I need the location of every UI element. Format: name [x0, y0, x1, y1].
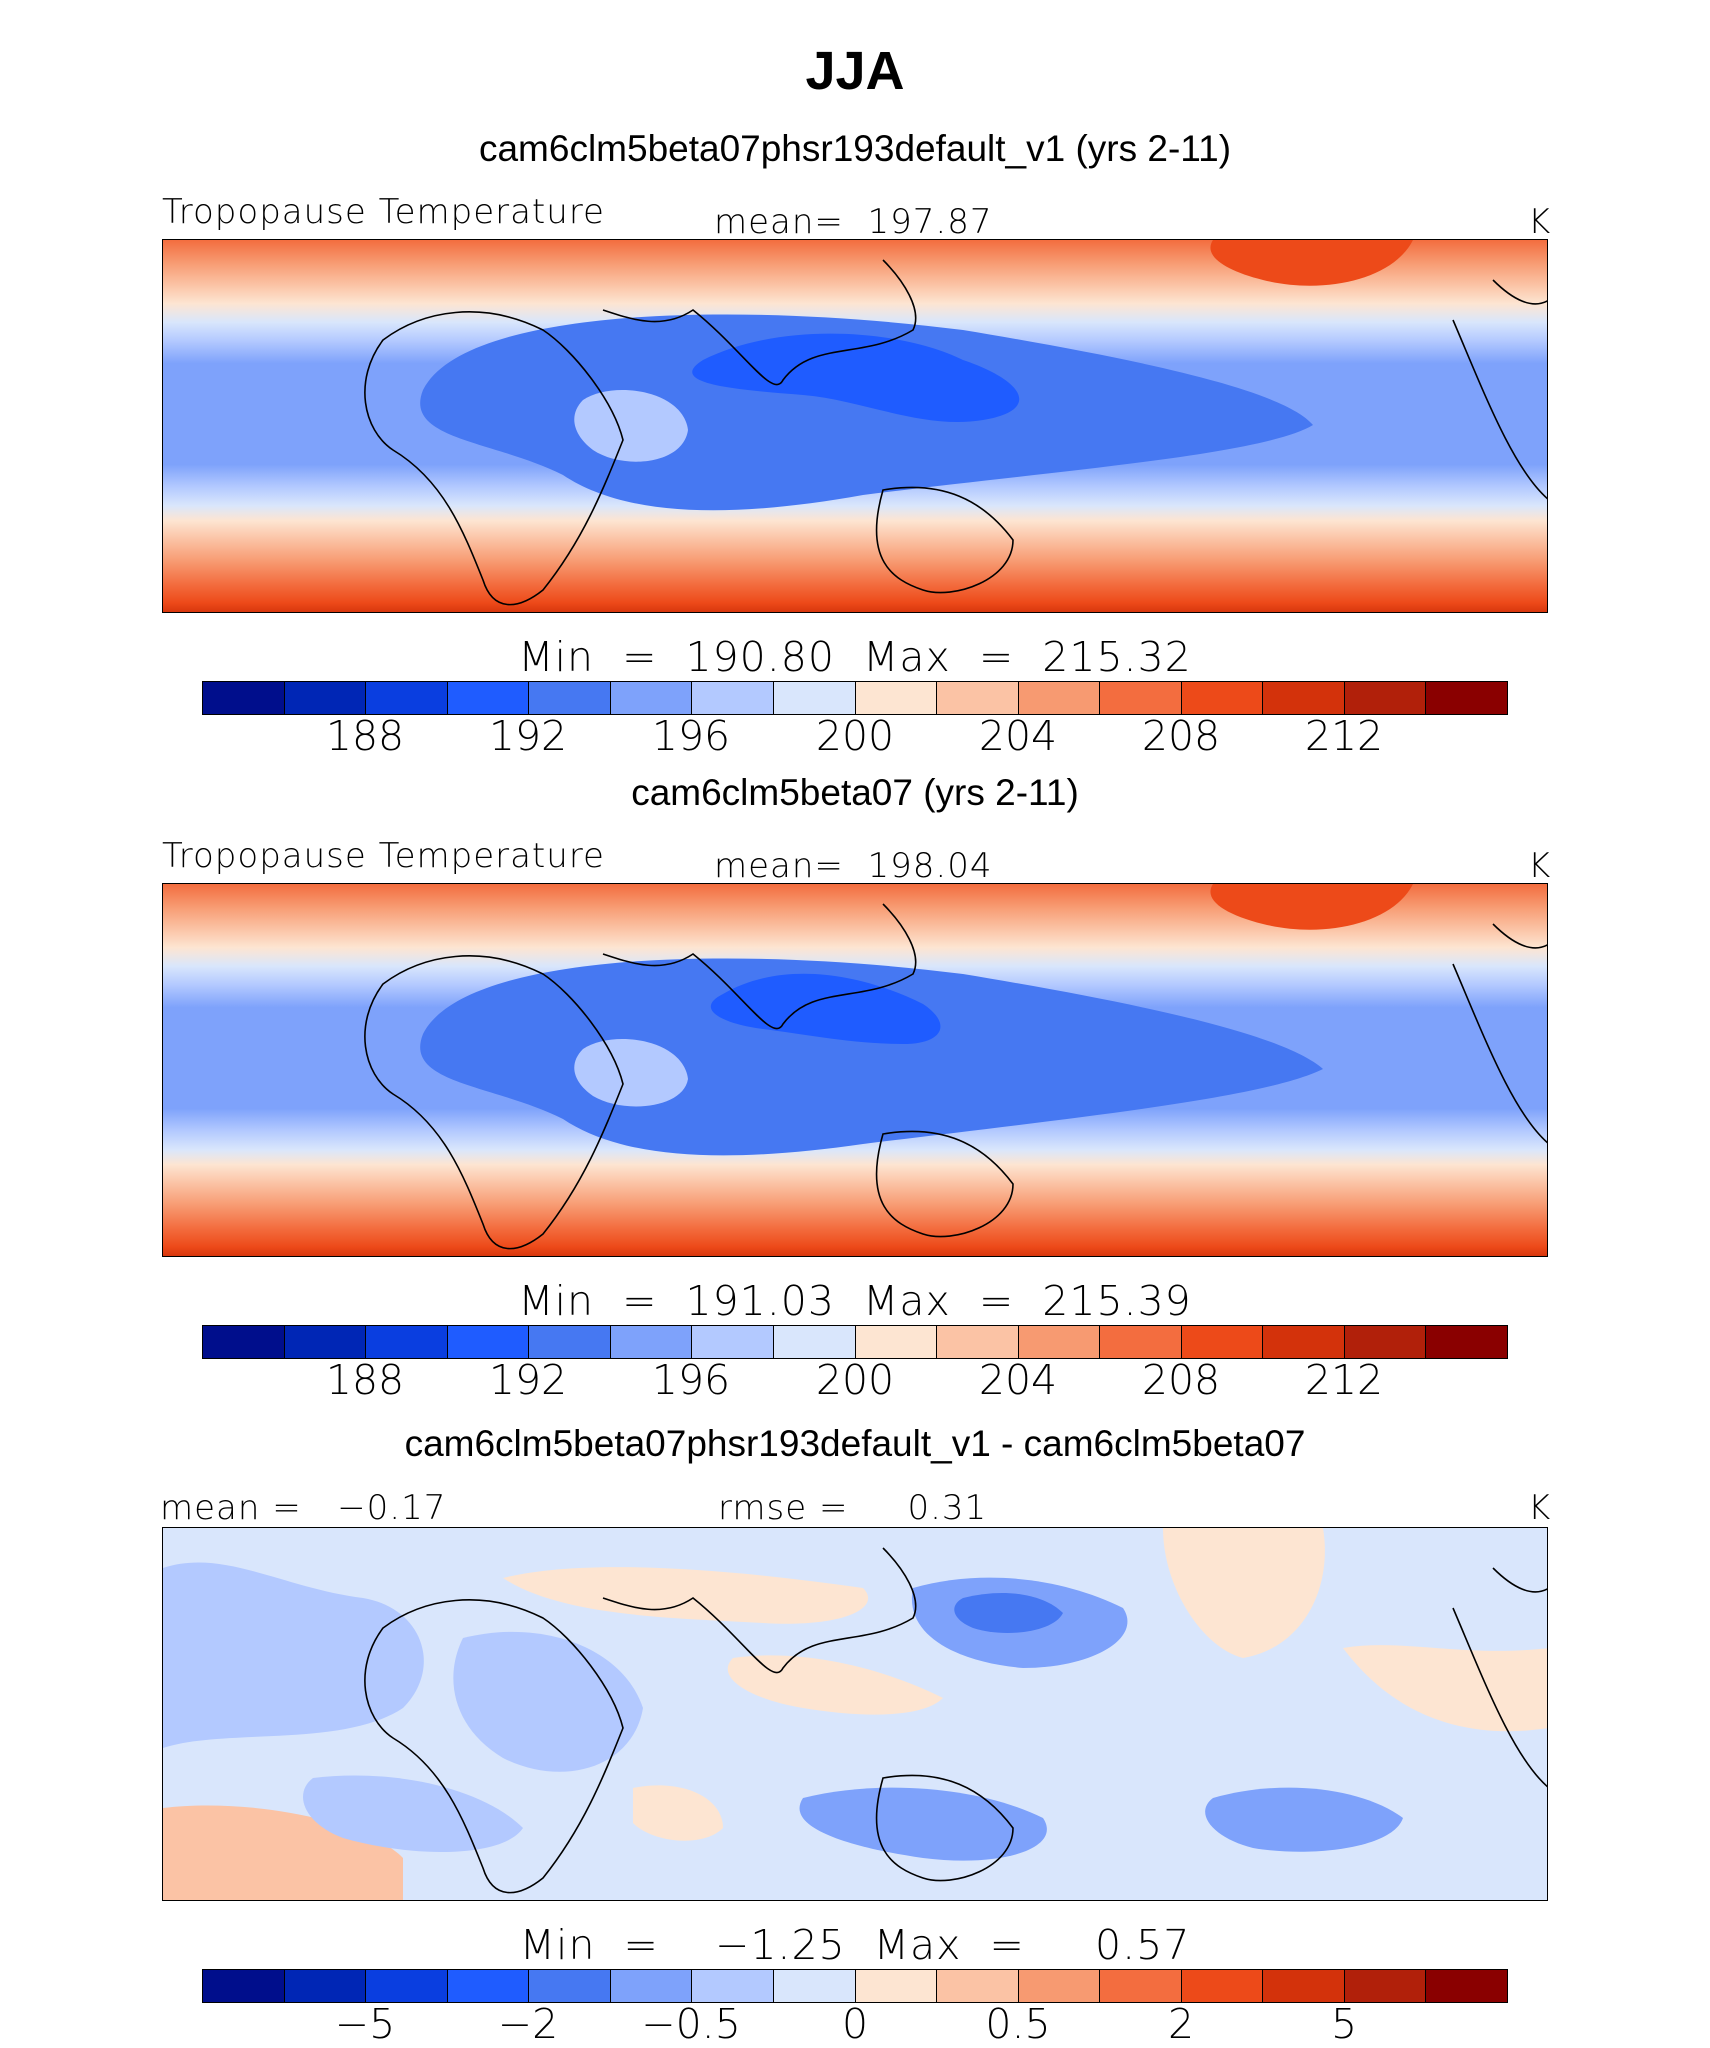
panel-2-units-label: K: [1528, 846, 1552, 886]
colorbar-swatch: [937, 682, 1019, 714]
colorbar-swatch: [1263, 682, 1345, 714]
panel-1-map: [162, 239, 1548, 613]
colorbar-swatch: [1018, 682, 1101, 714]
colorbar-swatch: [1344, 682, 1427, 714]
colorbar-swatch: [610, 682, 693, 714]
colorbar-swatch: [366, 1326, 448, 1358]
colorbar-swatch: [1426, 1326, 1507, 1358]
panel-2-minmax: Min = 191.03 Max = 215.39: [518, 1277, 1192, 1325]
colorbar-swatch: [447, 682, 530, 714]
colorbar-swatch: [692, 682, 774, 714]
colorbar-swatch: [529, 1326, 611, 1358]
panel-1-mean-label: mean= 197.87: [714, 202, 993, 242]
colorbar-swatch: [692, 1970, 774, 2002]
panel-3-colorbar-tick: −5: [334, 2000, 396, 2048]
panel-3-colorbar-tick: 0.5: [985, 2000, 1051, 2048]
colorbar-swatch: [1263, 1326, 1345, 1358]
colorbar-swatch: [1426, 682, 1507, 714]
colorbar-swatch: [773, 1970, 856, 2002]
panel-1-units-label: K: [1528, 202, 1552, 242]
panel-2-title: cam6clm5beta07 (yrs 2-11): [631, 772, 1079, 813]
colorbar-swatch: [1100, 1326, 1182, 1358]
panel-2-colorbar-tick: 200: [815, 1356, 895, 1404]
panel-2-colorbar-tick: 192: [488, 1356, 568, 1404]
panel-1-colorbar: [202, 681, 1508, 715]
colorbar-swatch: [1018, 1970, 1101, 2002]
panel-3-mean-label: mean = −0.17: [160, 1488, 447, 1528]
colorbar-swatch: [1344, 1326, 1427, 1358]
panel-2-map: [162, 883, 1548, 1257]
colorbar-swatch: [1100, 682, 1182, 714]
colorbar-swatch: [447, 1326, 530, 1358]
colorbar-swatch: [284, 1970, 367, 2002]
colorbar-swatch: [366, 1970, 448, 2002]
colorbar-swatch: [529, 1970, 611, 2002]
panel-2-mean-label: mean= 198.04: [714, 846, 993, 886]
colorbar-swatch: [937, 1326, 1019, 1358]
panel-2-colorbar-tick: 204: [978, 1356, 1058, 1404]
panel-3-colorbar-tick: −0.5: [641, 2000, 741, 2048]
colorbar-swatch: [610, 1970, 693, 2002]
panel-2-colorbar-tick: 196: [651, 1356, 731, 1404]
colorbar-swatch: [1100, 1970, 1182, 2002]
figure-title: JJA: [805, 41, 905, 101]
colorbar-swatch: [1181, 1326, 1264, 1358]
colorbar-swatch: [447, 1970, 530, 2002]
colorbar-swatch: [1426, 1970, 1507, 2002]
colorbar-swatch: [855, 682, 938, 714]
panel-3-units-label: K: [1528, 1488, 1552, 1528]
panel-1-minmax: Min = 190.80 Max = 215.32: [518, 633, 1192, 681]
panel-1-colorbar-tick: 200: [815, 712, 895, 760]
colorbar-swatch: [1263, 1970, 1345, 2002]
colorbar-swatch: [284, 1326, 367, 1358]
colorbar-swatch: [610, 1326, 693, 1358]
panel-3-colorbar-tick: 2: [1167, 2000, 1195, 2048]
colorbar-swatch: [284, 682, 367, 714]
panel-1-colorbar-tick: 196: [651, 712, 731, 760]
panel-3-minmax: Min = −1.25 Max = 0.57: [519, 1921, 1191, 1969]
panel-2-colorbar-tick: 208: [1141, 1356, 1221, 1404]
panel-3-rmse-label: rmse = 0.31: [718, 1488, 988, 1528]
colorbar-swatch: [855, 1326, 938, 1358]
colorbar-swatch: [773, 682, 856, 714]
colorbar-swatch: [937, 1970, 1019, 2002]
colorbar-swatch: [692, 1326, 774, 1358]
panel-3-colorbar: [202, 1969, 1508, 2003]
panel-2-variable-label: Tropopause Temperature: [162, 836, 605, 876]
panel-1-title: cam6clm5beta07phsr193default_v1 (yrs 2-1…: [478, 128, 1232, 169]
panel-3-title: cam6clm5beta07phsr193default_v1 - cam6cl…: [404, 1423, 1306, 1464]
colorbar-swatch: [203, 682, 285, 714]
panel-2-colorbar-tick: 188: [325, 1356, 405, 1404]
panel-3-colorbar-tick: 5: [1330, 2000, 1358, 2048]
colorbar-swatch: [773, 1326, 856, 1358]
colorbar-swatch: [366, 682, 448, 714]
panel-1-colorbar-tick: 188: [325, 712, 405, 760]
panel-1-variable-label: Tropopause Temperature: [162, 192, 605, 232]
panel-3-colorbar-tick: 0: [841, 2000, 869, 2048]
panel-1-colorbar-tick: 212: [1304, 712, 1384, 760]
colorbar-swatch: [1181, 682, 1264, 714]
panel-3-colorbar-tick: −2: [497, 2000, 559, 2048]
colorbar-swatch: [1181, 1970, 1264, 2002]
panel-1-colorbar-tick: 192: [488, 712, 568, 760]
colorbar-swatch: [529, 682, 611, 714]
colorbar-swatch: [203, 1970, 285, 2002]
panel-3-map: [162, 1527, 1548, 1901]
colorbar-swatch: [203, 1326, 285, 1358]
panel-1-colorbar-tick: 204: [978, 712, 1058, 760]
panel-2-colorbar: [202, 1325, 1508, 1359]
colorbar-swatch: [855, 1970, 938, 2002]
colorbar-swatch: [1344, 1970, 1427, 2002]
panel-1-colorbar-tick: 208: [1141, 712, 1221, 760]
colorbar-swatch: [1018, 1326, 1101, 1358]
panel-2-colorbar-tick: 212: [1304, 1356, 1384, 1404]
